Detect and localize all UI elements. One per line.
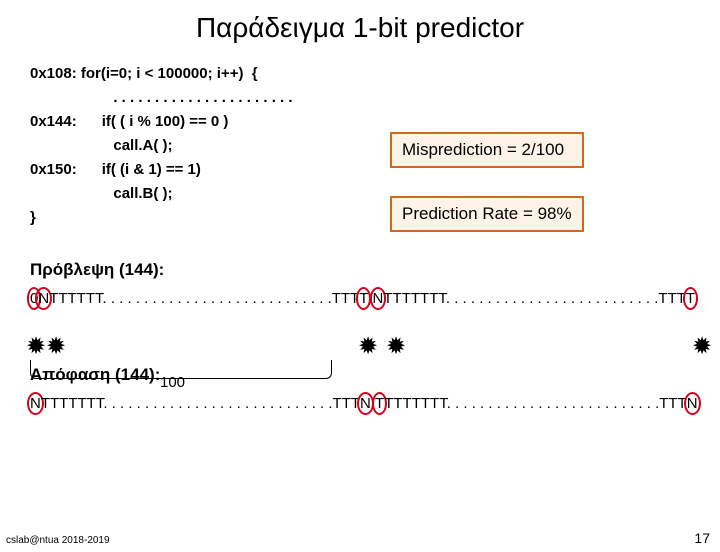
code-line: }	[30, 206, 720, 230]
seq-text: TTTTTT. . . . . . . . . . . . . . . . . …	[49, 290, 359, 307]
prediction-label: Πρόβλεψη (144):	[30, 260, 720, 280]
circled-char: 0	[30, 290, 38, 307]
decision-sequence: NTTTTTTT. . . . . . . . . . . . . . . . …	[30, 395, 720, 412]
code-line: 0x150: if( (i & 1) == 1)	[30, 158, 720, 182]
metrics-panel: Misprediction = 2/100 Prediction Rate = …	[390, 132, 584, 232]
bomb-icon: ✹	[46, 335, 66, 359]
code-line: call.B( );	[30, 182, 720, 206]
bomb-row: ✹ ✹ ✹ ✹ ✹	[30, 335, 720, 361]
code-line: call.A( );	[30, 134, 720, 158]
circled-char: N	[687, 395, 698, 412]
circled-char: N	[373, 290, 384, 307]
slide-title: Παράδειγμα 1-bit predictor	[0, 12, 720, 44]
circled-char: T	[375, 395, 384, 412]
circled-char: N	[38, 290, 49, 307]
code-line: 0x108: for(i=0; i < 100000; i++) {	[30, 62, 720, 86]
prediction-sequence: 0NTTTTTT. . . . . . . . . . . . . . . . …	[30, 290, 720, 307]
seq-text: TTTTTTT. . . . . . . . . . . . . . . . .…	[383, 290, 686, 307]
seq-text: TTTTTTT. . . . . . . . . . . . . . . . .…	[384, 395, 687, 412]
circled-char: N	[360, 395, 371, 412]
code-line: 0x144: if( ( i % 100) == 0 )	[30, 110, 720, 134]
footer-left: cslab@ntua 2018-2019	[6, 535, 110, 546]
circled-char: T	[359, 290, 368, 307]
brace-label: 100	[160, 374, 185, 391]
bomb-icon: ✹	[358, 335, 378, 359]
code-line: . . . . . . . . . . . . . . . . . . . . …	[30, 86, 720, 110]
circled-char: T	[686, 290, 695, 307]
prediction-rate-box: Prediction Rate = 98%	[390, 196, 584, 232]
bomb-icon: ✹	[692, 335, 712, 359]
code-block: 0x108: for(i=0; i < 100000; i++) { . . .…	[30, 62, 720, 230]
bomb-icon: ✹	[26, 335, 46, 359]
misprediction-box: Misprediction = 2/100	[390, 132, 584, 168]
seq-text: TTTTTTT. . . . . . . . . . . . . . . . .…	[41, 395, 360, 412]
bomb-icon: ✹	[386, 335, 406, 359]
circled-char: N	[30, 395, 41, 412]
page-number: 17	[694, 530, 710, 546]
